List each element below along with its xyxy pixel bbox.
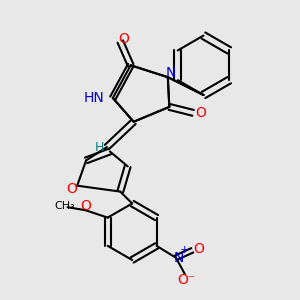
- Text: H: H: [95, 140, 104, 154]
- Text: CH₃: CH₃: [54, 201, 75, 211]
- Text: N: N: [174, 251, 184, 265]
- Text: O: O: [80, 199, 91, 213]
- Text: N: N: [166, 66, 176, 80]
- Text: O: O: [195, 106, 206, 120]
- Text: O: O: [193, 242, 204, 256]
- Text: HN: HN: [83, 91, 104, 105]
- Text: O: O: [66, 182, 77, 196]
- Text: O⁻: O⁻: [177, 273, 196, 287]
- Text: O: O: [118, 32, 129, 46]
- Text: +: +: [180, 245, 190, 255]
